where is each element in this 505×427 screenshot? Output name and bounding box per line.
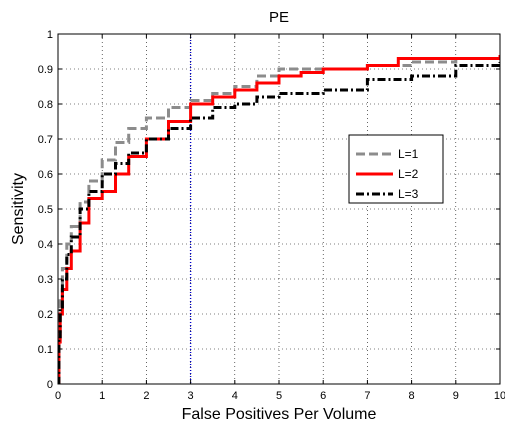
y-tick-label: 0 bbox=[47, 379, 53, 391]
series-lines bbox=[58, 55, 500, 384]
legend-label: L=3 bbox=[398, 187, 419, 201]
axis-ticks bbox=[57, 33, 501, 385]
x-axis-title: False Positives Per Volume bbox=[182, 406, 377, 423]
x-tick-labels: 0 1 2 3 4 5 6 7 8 9 10 bbox=[55, 390, 505, 402]
legend-label: L=1 bbox=[398, 147, 419, 161]
y-tick-label: 0.1 bbox=[38, 344, 53, 356]
x-tick-label: 3 bbox=[188, 390, 194, 402]
y-tick-label: 1 bbox=[47, 29, 53, 41]
x-tick-label: 5 bbox=[276, 390, 282, 402]
y-tick-label: 0.8 bbox=[38, 99, 53, 111]
x-tick-label: 1 bbox=[99, 390, 105, 402]
x-tick-label: 8 bbox=[409, 390, 415, 402]
legend: L=1 L=2 L=3 bbox=[348, 134, 444, 204]
y-tick-label: 0.4 bbox=[38, 239, 53, 251]
legend-label: L=2 bbox=[398, 167, 419, 181]
y-tick-label: 0.7 bbox=[38, 134, 53, 146]
y-axis-title: Sensitivity bbox=[10, 173, 27, 245]
x-tick-label: 9 bbox=[453, 390, 459, 402]
y-tick-label: 0.5 bbox=[38, 204, 53, 216]
y-tick-label: 0.6 bbox=[38, 169, 53, 181]
x-tick-label: 6 bbox=[320, 390, 326, 402]
x-tick-label: 7 bbox=[364, 390, 370, 402]
y-tick-label: 0.9 bbox=[38, 64, 53, 76]
x-tick-label: 0 bbox=[55, 390, 61, 402]
legend-box bbox=[348, 134, 444, 204]
y-tick-labels: 0 0.1 0.2 0.3 0.4 0.5 0.6 0.7 0.8 0.9 1 bbox=[38, 29, 53, 391]
chart-title: PE bbox=[269, 9, 289, 26]
x-tick-label: 10 bbox=[494, 390, 505, 402]
y-tick-label: 0.3 bbox=[38, 274, 53, 286]
series-line-l3 bbox=[58, 62, 500, 384]
x-tick-label: 4 bbox=[232, 390, 238, 402]
x-tick-label: 2 bbox=[143, 390, 149, 402]
y-tick-label: 0.2 bbox=[38, 309, 53, 321]
